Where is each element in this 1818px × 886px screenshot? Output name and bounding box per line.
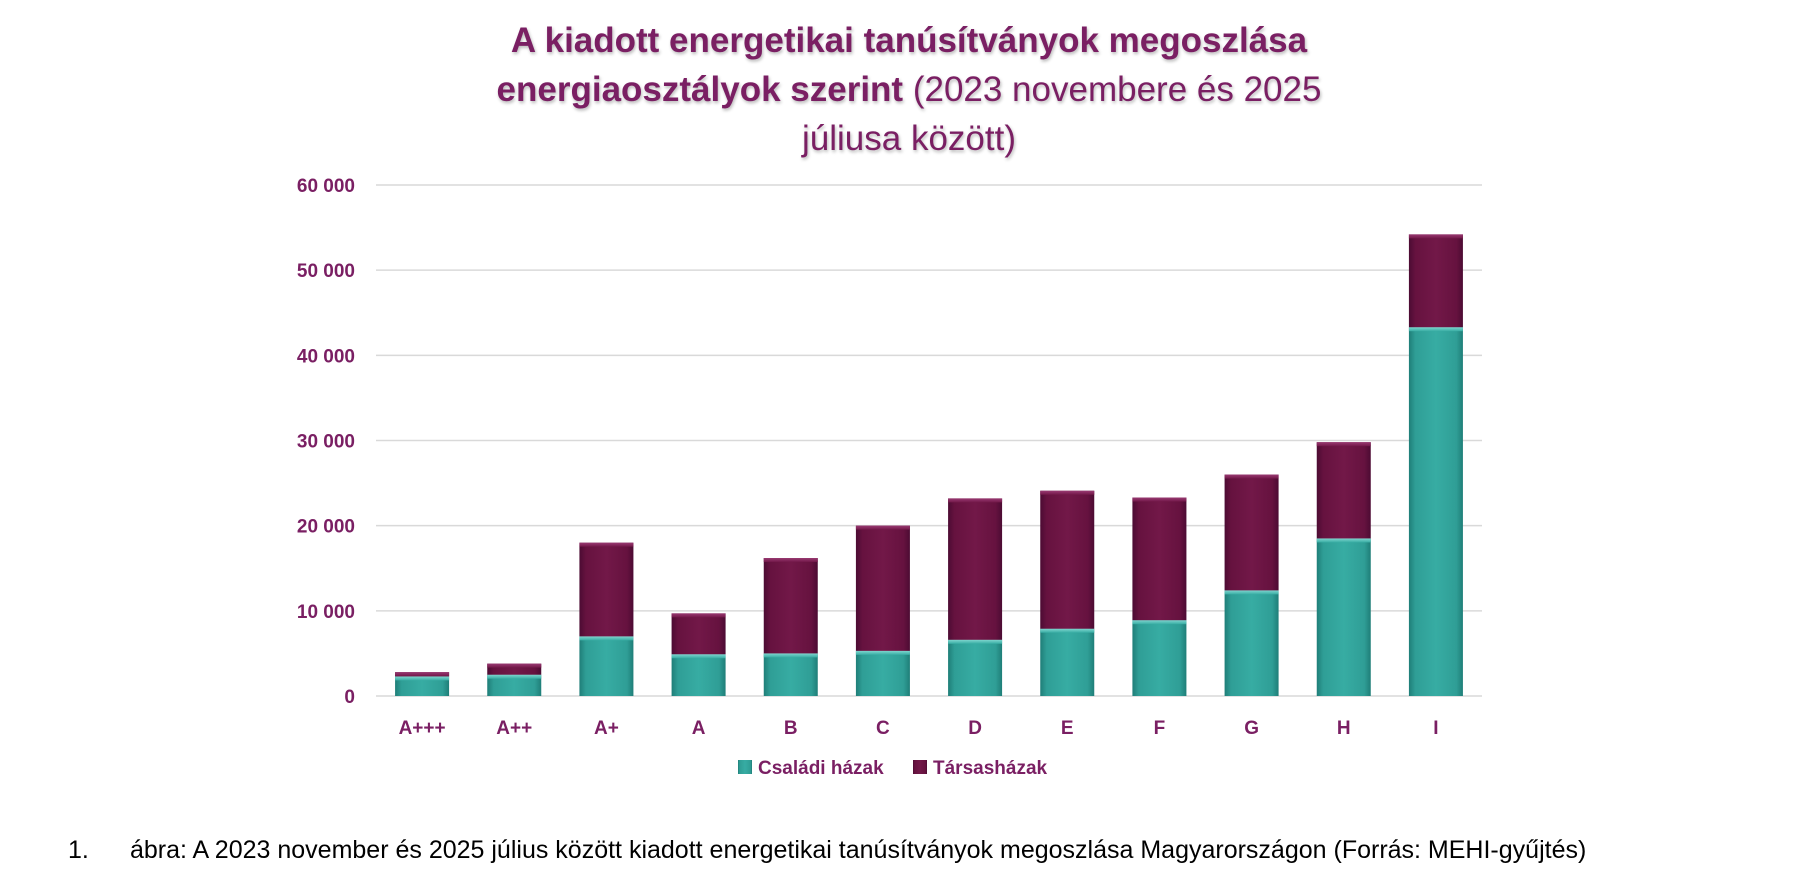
x-axis: A+++ A++ A+ A B C D E F G H I [399, 718, 1439, 739]
figure-caption-text: ábra: A 2023 november és 2025 július köz… [130, 836, 1587, 864]
bar-tarsashazak [948, 498, 1003, 640]
bar-tarsashazak [487, 663, 542, 675]
y-axis: 0 10 000 20 000 30 000 40 000 50 000 60 000 [297, 176, 355, 708]
bar-tarsashazak [1132, 497, 1187, 621]
bar-csaladi-hazak [1040, 628, 1095, 696]
bar-tarsashazak [1316, 442, 1371, 539]
bar-group-I [1408, 234, 1463, 696]
bar-group-H [1316, 442, 1371, 696]
title-line-1: A kiadott energetikai tanúsítványok mego… [0, 16, 1818, 65]
title-line-3: júliusa között) [0, 114, 1818, 163]
bar-cap-tarsashazak [1040, 490, 1095, 495]
title-line-2-normal: (2023 novembere és 2025 [903, 70, 1322, 109]
bar-cap-tarsashazak [487, 663, 542, 668]
bar-group-A [671, 613, 726, 696]
bar-csaladi-hazak [855, 650, 910, 696]
bar-cap-tarsashazak [1408, 234, 1463, 239]
figure-caption: 1. ábra: A 2023 november és 2025 július k… [68, 836, 1586, 865]
bar-cap-tarsashazak [1224, 474, 1279, 479]
x-tick-label: B [784, 718, 798, 739]
bar-cap-tarsashazak [671, 613, 726, 618]
x-tick-label: E [1061, 718, 1074, 739]
bar-cap-tarsashazak [1316, 442, 1371, 447]
title-line-3-normal: júliusa között) [802, 119, 1016, 158]
bars [395, 234, 1463, 696]
bar-cap-csaladi-hazak [487, 674, 542, 679]
y-tick-label: 50 000 [297, 261, 355, 282]
title-line-2-bold: energiaosztályok szerint [496, 70, 904, 109]
bar-cap-tarsashazak [855, 525, 910, 530]
title-line-1-bold: A kiadott energetikai tanúsítványok mego… [510, 21, 1308, 60]
bar-cap-csaladi-hazak [763, 653, 818, 658]
x-tick-label: A [692, 718, 706, 739]
bar-csaladi-hazak [395, 676, 450, 696]
bar-cap-tarsashazak [579, 542, 634, 547]
x-tick-label: D [968, 718, 982, 739]
bar-csaladi-hazak [1224, 590, 1279, 696]
bar-csaladi-hazak [671, 654, 726, 696]
stacked-bar-chart: 0 10 000 20 000 30 000 40 000 50 000 60 000 A+… [297, 176, 1482, 779]
bar-cap-csaladi-hazak [948, 639, 1003, 644]
bar-csaladi-hazak [487, 674, 542, 696]
x-tick-label: C [876, 718, 890, 739]
bar-tarsashazak [1408, 234, 1463, 328]
legend-label-csaladi-hazak: Családi házak [758, 758, 884, 779]
bar-cap-csaladi-hazak [1040, 628, 1095, 633]
bar-group-G [1224, 474, 1279, 696]
x-tick-label: A+ [594, 718, 619, 739]
bar-group-A++ [487, 663, 542, 696]
x-tick-label: A++ [496, 718, 532, 739]
bar-tarsashazak [763, 558, 818, 654]
bar-cap-csaladi-hazak [1132, 620, 1187, 625]
bar-csaladi-hazak [1408, 327, 1463, 696]
bar-cap-tarsashazak [948, 498, 1003, 503]
bar-csaladi-hazak [579, 636, 634, 696]
legend-swatch-csaladi-hazak [738, 760, 752, 774]
bar-cap-csaladi-hazak [671, 654, 726, 659]
legend-swatch-tarsashazak [913, 760, 927, 774]
x-tick-label: G [1244, 718, 1259, 739]
y-tick-label: 60 000 [297, 176, 355, 197]
bar-group-B [763, 558, 818, 696]
bar-group-C [855, 525, 910, 696]
bar-csaladi-hazak [1316, 538, 1371, 696]
y-tick-label: 10 000 [297, 602, 355, 623]
title-line-2: energiaosztályok szerint (2023 novembere… [0, 65, 1818, 114]
x-tick-label: H [1337, 718, 1351, 739]
x-tick-label: I [1433, 718, 1438, 739]
bar-group-E [1040, 490, 1095, 696]
bar-group-A+++ [395, 672, 450, 696]
bar-tarsashazak [579, 542, 634, 637]
y-tick-label: 30 000 [297, 432, 355, 453]
gridlines [376, 184, 1482, 697]
bar-cap-tarsashazak [1132, 497, 1187, 502]
bar-csaladi-hazak [763, 653, 818, 696]
bar-group-A+ [579, 542, 634, 696]
x-tick-label: A+++ [399, 718, 446, 739]
bar-tarsashazak [1040, 490, 1095, 629]
bar-csaladi-hazak [948, 639, 1003, 696]
bar-cap-csaladi-hazak [855, 650, 910, 655]
bar-tarsashazak [671, 613, 726, 655]
legend-label-tarsashazak: Társasházak [933, 758, 1048, 779]
bar-cap-csaladi-hazak [1224, 590, 1279, 595]
y-tick-label: 20 000 [297, 517, 355, 538]
bar-cap-tarsashazak [763, 558, 818, 563]
chart-title: A kiadott energetikai tanúsítványok mego… [0, 16, 1818, 163]
legend: Családi házak Társasházak [738, 758, 1048, 779]
y-tick-label: 0 [344, 687, 355, 708]
bar-cap-csaladi-hazak [579, 636, 634, 641]
bar-csaladi-hazak [1132, 620, 1187, 696]
bar-cap-tarsashazak [395, 672, 450, 677]
bar-tarsashazak [855, 525, 910, 651]
bar-cap-csaladi-hazak [395, 676, 450, 681]
bar-group-F [1132, 497, 1187, 696]
figure-caption-number: 1. [68, 836, 89, 864]
y-tick-label: 40 000 [297, 346, 355, 367]
bar-cap-csaladi-hazak [1408, 327, 1463, 332]
x-tick-label: F [1154, 718, 1166, 739]
bar-group-D [948, 498, 1003, 696]
bar-cap-csaladi-hazak [1316, 538, 1371, 543]
bar-tarsashazak [1224, 474, 1279, 591]
